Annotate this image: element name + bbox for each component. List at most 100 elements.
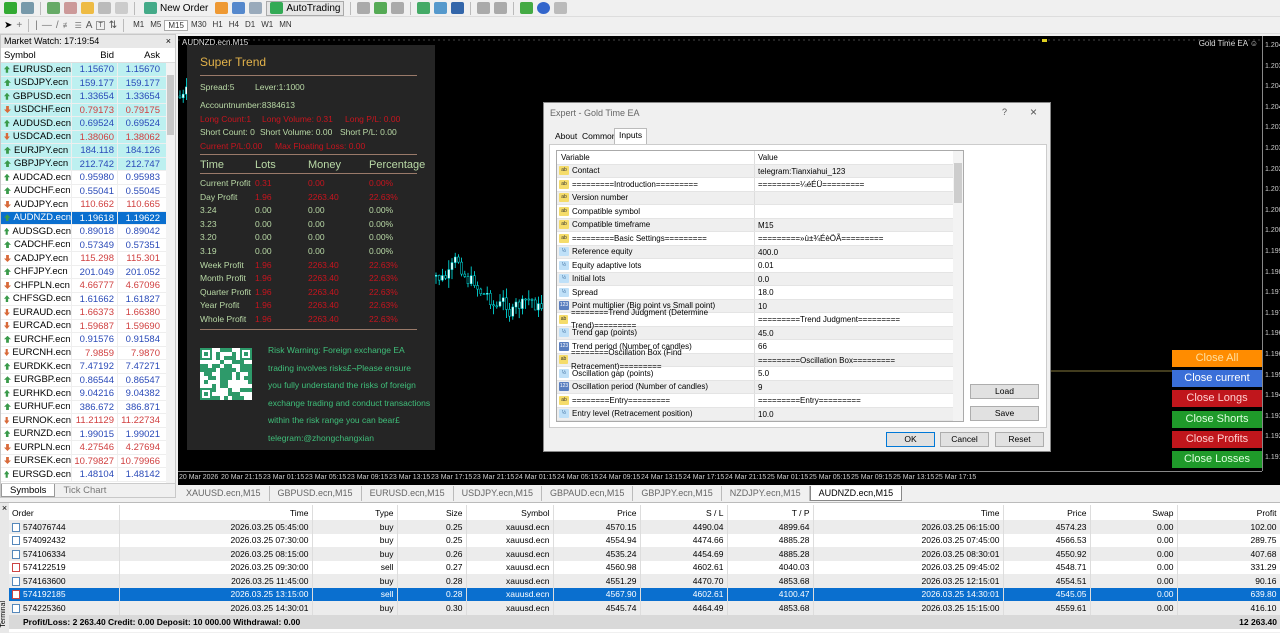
input-row[interactable]: ½ Trend gap (points) 45.0 <box>557 326 963 340</box>
variable-value[interactable]: 0.01 <box>758 261 774 270</box>
close-losses-button[interactable]: Close Losses <box>1172 451 1262 468</box>
horizontal-line-icon[interactable]: — <box>41 19 52 31</box>
tile-windows-icon[interactable] <box>451 2 465 14</box>
table-row[interactable]: 574225360 2026.03.25 14:30:01 buy 0.30 xauus… <box>9 601 1280 615</box>
input-row[interactable]: ab ========Entry========= =========Entry==… <box>557 394 963 408</box>
input-row[interactable]: 123 Trend period (Number of candles) 66 <box>557 340 963 354</box>
market-watch-row[interactable]: EURUSD.ecn 1.15670 1.15670 <box>1 63 175 77</box>
column-header[interactable]: T / P <box>727 505 814 520</box>
variable-value[interactable]: M15 <box>758 220 774 230</box>
timeframe-m30[interactable]: M30 <box>190 19 207 29</box>
tab-about[interactable]: About <box>555 131 578 141</box>
market-watch-row[interactable]: EURCHF.ecn 0.91576 0.91584 <box>1 333 175 347</box>
column-header[interactable]: Size <box>397 505 467 520</box>
market-watch-row[interactable]: EURCAD.ecn 1.59687 1.59690 <box>1 319 175 333</box>
market-watch-row[interactable]: AUDCAD.ecn 0.95980 0.95983 <box>1 171 175 185</box>
candlestick-icon[interactable] <box>374 2 388 14</box>
timeframe-h1[interactable]: H1 <box>212 19 223 29</box>
equidistant-channel-icon[interactable]: ≢ <box>62 20 71 30</box>
terminal-icon[interactable] <box>98 2 111 14</box>
column-header[interactable]: Swap <box>1090 505 1178 520</box>
variable-value[interactable]: telegram:Tianxiahui_123 <box>758 166 846 176</box>
column-header[interactable]: Profit <box>1177 505 1280 520</box>
line-chart-icon[interactable] <box>391 2 405 14</box>
column-bid[interactable]: Bid <box>100 50 114 61</box>
variable-value[interactable]: 45.0 <box>758 328 774 338</box>
reset-button[interactable]: Reset <box>995 432 1044 447</box>
market-watch-row[interactable]: CHFPLN.ecn 4.66777 4.67096 <box>1 279 175 293</box>
chart-tab[interactable]: EURUSD.ecn,M15 <box>362 486 454 501</box>
price-axis[interactable]: 1.204 1.203 1.204 1.204 1.203 1.203 1.202 1.201… <box>1262 36 1280 471</box>
market-watch-row[interactable]: AUDUSD.ecn 0.69524 0.69524 <box>1 117 175 131</box>
timeframe-w1[interactable]: W1 <box>261 19 274 29</box>
close-current-button[interactable]: Close current <box>1172 370 1262 388</box>
input-row[interactable]: ab Contact telegram:Tianxiahui_123 <box>557 164 963 178</box>
variable-value[interactable]: =========¼éÉÜ========= <box>758 180 865 189</box>
market-icon[interactable] <box>249 2 263 14</box>
column-header[interactable]: Order <box>9 505 120 520</box>
chart-tab[interactable]: NZDJPY.ecn,M15 <box>722 486 810 501</box>
scrollbar-thumb[interactable] <box>954 163 962 203</box>
timeframe-m15[interactable]: M15 <box>164 19 188 31</box>
variable-value[interactable] <box>755 205 758 218</box>
variable-value[interactable]: 5.0 <box>758 369 770 378</box>
time-axis[interactable]: 20 Mar 2026 20 Mar 21:15 23 Mar 01:15 23 Ma… <box>178 471 1262 485</box>
chart-tab[interactable]: XAUUSD.ecn,M15 <box>178 486 270 501</box>
market-watch-row[interactable]: USDCAD.ecn 1.38060 1.38062 <box>1 130 175 144</box>
market-watch-row[interactable]: EURNZD.ecn 1.99015 1.99021 <box>1 427 175 441</box>
timeframe-d1[interactable]: D1 <box>244 19 256 29</box>
variable-value[interactable]: =========Oscillation Box========= <box>758 355 896 365</box>
tab-inputs[interactable]: Inputs <box>614 128 648 144</box>
bar-chart-icon[interactable] <box>357 2 371 14</box>
cursor-icon[interactable]: ➤ <box>4 19 13 31</box>
market-watch-row[interactable]: AUDCHF.ecn 0.55041 0.55045 <box>1 184 175 198</box>
column-ask[interactable]: Ask <box>144 50 160 61</box>
market-watch-row[interactable]: GBPJPY.ecn 212.742 212.747 <box>1 157 175 171</box>
timeframe-h4[interactable]: H4 <box>228 19 239 29</box>
market-watch-icon[interactable] <box>47 2 60 14</box>
market-watch-row[interactable]: USDCHF.ecn 0.79173 0.79175 <box>1 103 175 117</box>
input-row[interactable]: ab ========Trend Judgment (Determine Tren… <box>557 308 963 330</box>
scrollbar[interactable] <box>166 63 175 483</box>
market-watch-row[interactable]: EURCNH.ecn 7.9859 7.9870 <box>1 346 175 360</box>
market-watch-row[interactable]: CADJPY.ecn 115.298 115.301 <box>1 252 175 266</box>
market-watch-row[interactable]: AUDJPY.ecn 110.662 110.665 <box>1 198 175 212</box>
scrollbar[interactable] <box>953 151 963 421</box>
tab-common[interactable]: Common <box>582 131 617 141</box>
tab-symbols[interactable]: Symbols <box>1 484 56 497</box>
autotrading-button[interactable]: AutoTrading <box>266 0 345 16</box>
chart-tab[interactable]: GBPJPY.ecn,M15 <box>633 486 722 501</box>
input-row[interactable]: ab =========Introduction========= ========… <box>557 178 963 192</box>
load-button[interactable]: Load <box>970 384 1039 399</box>
ok-button[interactable]: OK <box>886 432 935 447</box>
column-header[interactable]: Symbol <box>466 505 554 520</box>
column-header[interactable]: Price <box>1003 505 1091 520</box>
new-chart-icon[interactable] <box>4 2 17 14</box>
market-watch-row[interactable]: EURPLN.ecn 4.27546 4.27694 <box>1 441 175 455</box>
fibonacci-icon[interactable]: ☰ <box>74 20 82 30</box>
chart-tab[interactable]: GBPUSD.ecn,M15 <box>270 486 362 501</box>
variable-value[interactable]: 66 <box>758 342 767 351</box>
close-longs-button[interactable]: Close Longs <box>1172 390 1262 408</box>
chart-tab[interactable]: AUDNZD.ecn,M15 <box>809 486 903 501</box>
market-watch-row[interactable]: EURSGD.ecn 1.48104 1.48142 <box>1 468 175 482</box>
metaeditor-icon[interactable] <box>215 2 229 14</box>
column-header[interactable]: Time <box>119 505 313 520</box>
table-row[interactable]: 574122519 2026.03.25 09:30:00 sell 0.27 xauu… <box>9 560 1280 574</box>
market-watch-row[interactable]: EURGBP.ecn 0.86544 0.86547 <box>1 373 175 387</box>
variable-value[interactable]: 9 <box>758 382 763 392</box>
market-watch-row[interactable]: EURAUD.ecn 1.66373 1.66380 <box>1 306 175 320</box>
price-chart[interactable] <box>178 36 1280 485</box>
input-row[interactable]: 123 Point multiplier (Big point vs Small … <box>557 299 963 313</box>
timeframe-mn[interactable]: MN <box>279 19 292 29</box>
input-row[interactable]: ½ Oscillation gap (points) 5.0 <box>557 367 963 381</box>
crosshair-icon[interactable]: + <box>16 19 23 31</box>
input-row[interactable]: ab =========Basic Settings========= ======… <box>557 232 963 246</box>
market-watch-row[interactable]: EURDKK.ecn 7.47192 7.47271 <box>1 360 175 374</box>
input-row[interactable]: ab Version number <box>557 191 963 205</box>
market-watch-row[interactable]: EURJPY.ecn 184.118 184.126 <box>1 144 175 158</box>
navigator-icon[interactable] <box>81 2 94 14</box>
chart-tab[interactable]: GBPAUD.ecn,M15 <box>542 486 634 501</box>
tab-tick-chart[interactable]: Tick Chart <box>63 485 107 496</box>
data-window-icon[interactable] <box>64 2 77 14</box>
